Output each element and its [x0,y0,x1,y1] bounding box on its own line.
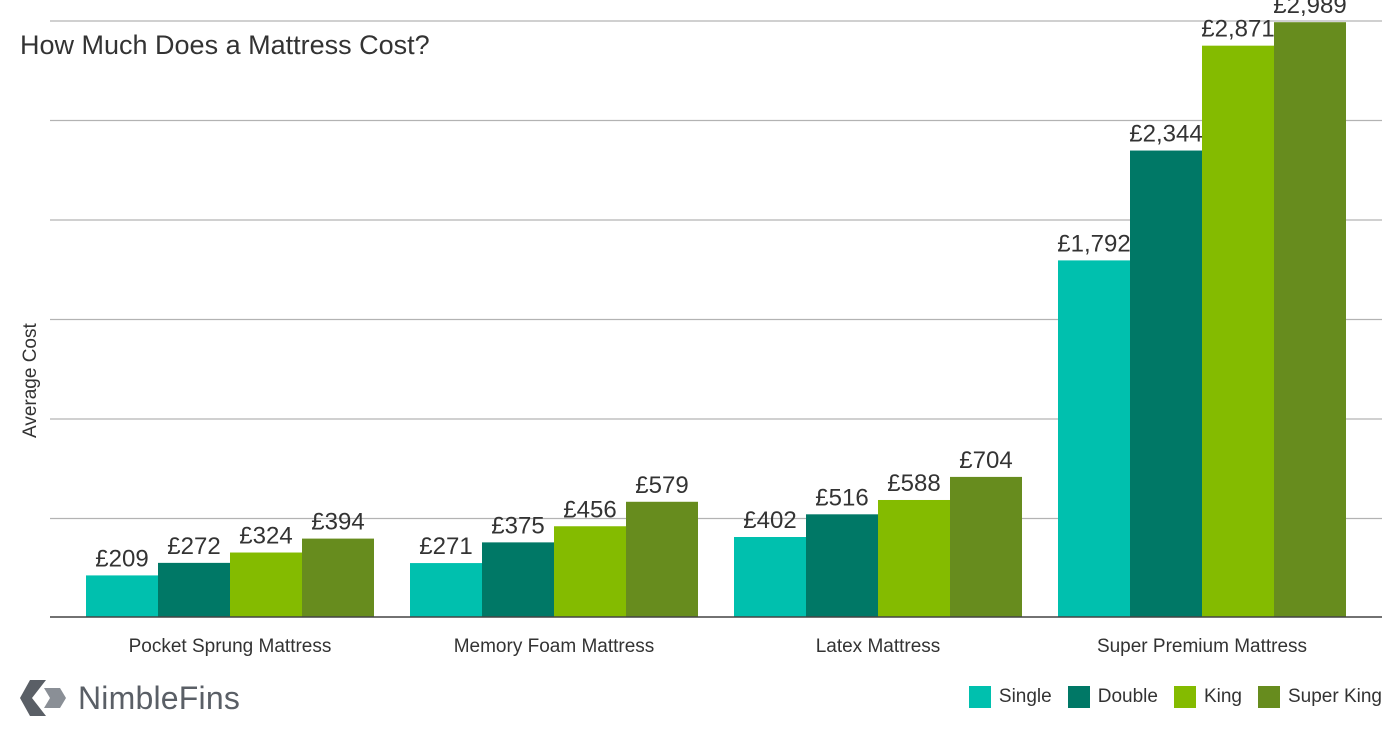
legend-label: King [1203,686,1242,707]
data-label: £456 [563,496,616,523]
bar [554,526,626,617]
legend-item-single: Single [968,686,1052,708]
legend-item-super-king: Super King [1257,686,1382,708]
bar [410,563,482,617]
legend-swatch [1257,686,1280,708]
data-label: £402 [743,507,796,534]
bar [230,552,302,617]
legend-swatch [1173,686,1196,708]
nimblefins-chevron-icon [20,680,66,716]
legend-swatch [968,686,991,708]
legend-label: Single [998,686,1052,707]
data-label: £588 [887,470,940,497]
bar [1130,150,1202,617]
bar [1202,45,1274,617]
bar [1058,260,1130,617]
data-label: £2,871 [1201,16,1274,43]
x-tick-label: Memory Foam Mattress [454,636,655,657]
legend-item-king: King [1173,686,1242,708]
data-label: £394 [311,509,364,536]
data-label: £579 [635,472,688,499]
legend-label: Super King [1287,686,1382,707]
data-label: £324 [239,523,292,550]
bar [302,538,374,617]
data-label: £1,792 [1057,230,1130,257]
data-label: £704 [959,447,1012,474]
bar [806,514,878,617]
y-axis-label-wrap: Average Cost [12,323,42,438]
x-tick-label: Latex Mattress [816,636,941,657]
logo-text: NimbleFins [78,679,241,716]
data-label: £2,989 [1273,0,1346,19]
bar [626,501,698,617]
bar [482,542,554,617]
y-axis-label: Average Cost [20,323,41,438]
data-label: £375 [491,512,544,539]
data-label: £271 [419,533,472,560]
bar [1274,22,1346,617]
bar [158,562,230,617]
legend-item-double: Double [1067,686,1158,708]
bar [734,537,806,617]
chart-title: How Much Does a Mattress Cost? [20,30,430,60]
legend-swatch [1067,686,1090,708]
legend-label: Double [1097,686,1158,707]
data-label: £516 [815,484,868,511]
data-label: £209 [95,545,148,572]
x-tick-label: Super Premium Mattress [1097,636,1307,657]
data-label: £2,344 [1129,121,1202,148]
bar [878,499,950,617]
bar [86,575,158,617]
data-label: £272 [167,533,220,560]
x-tick-label: Pocket Sprung Mattress [129,636,332,657]
bar [950,476,1022,617]
chart-legend: Single Double King Super King [953,686,1382,708]
nimblefins-logo: NimbleFins [20,676,240,720]
